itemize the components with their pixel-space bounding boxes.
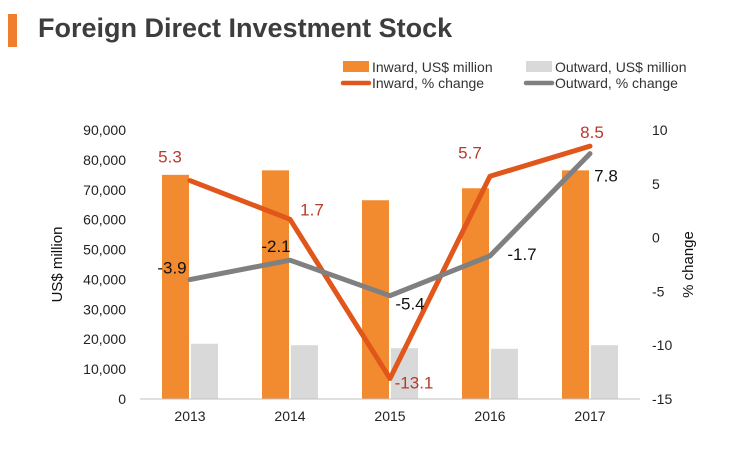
y2-tick-label: 5 (652, 176, 660, 192)
y-tick-label: 90,000 (83, 122, 126, 138)
line-outward-change (187, 151, 593, 299)
y-tick-label: 60,000 (83, 212, 126, 228)
y2-tick-label: -10 (652, 337, 672, 353)
y-axis-title: US$ million (49, 227, 66, 303)
data-label-outward-change-2013: -3.9 (157, 259, 186, 278)
legend-outward-line-text: Outward, % change (555, 75, 678, 91)
legend-outward-bar-text: Outward, US$ million (555, 59, 687, 75)
y-tick-label: 80,000 (83, 152, 126, 168)
y-tick-label: 40,000 (83, 271, 126, 287)
y2-tick-label: 0 (652, 230, 660, 246)
line-inward-change (187, 143, 593, 382)
data-label-outward-change-2016: -1.7 (507, 245, 536, 264)
bar-outward-2013 (191, 343, 218, 399)
y-tick-label: 30,000 (83, 301, 126, 317)
y2-tick-label: -5 (652, 283, 665, 299)
legend-inward-bar-text: Inward, US$ million (372, 59, 493, 75)
bar-inward-2014 (262, 170, 289, 399)
y2-tick-label: -15 (652, 391, 672, 407)
x-tick-label-2016: 2016 (474, 408, 505, 424)
data-label-inward-change-2016: 5.7 (458, 143, 482, 162)
title-accent-bar (8, 14, 17, 47)
y-tick-label: 20,000 (83, 331, 126, 347)
y-tick-label: 70,000 (83, 182, 126, 198)
x-tick-label-2015: 2015 (374, 408, 405, 424)
data-label-inward-change-2017: 8.5 (580, 123, 604, 142)
legend-outward-bar-swatch (526, 61, 552, 72)
bar-outward-2015 (391, 348, 418, 399)
y2-tick-label: 10 (652, 122, 668, 138)
x-tick-label-2013: 2013 (174, 408, 205, 424)
y-tick-label: 0 (118, 391, 126, 407)
x-tick-label-2014: 2014 (274, 408, 305, 424)
data-label-outward-change-2017: 7.8 (594, 167, 618, 186)
data-label-outward-change-2014: -2.1 (261, 237, 290, 256)
data-label-outward-change-2015: -5.4 (395, 295, 424, 314)
y-tick-label: 50,000 (83, 242, 126, 258)
x-tick-label-2017: 2017 (574, 408, 605, 424)
data-label-inward-change-2013: 5.3 (158, 148, 182, 167)
bar-outward-2016 (491, 348, 518, 399)
bar-inward-2013 (162, 174, 189, 399)
bar-outward-2014 (291, 345, 318, 399)
legend-inward-bar-swatch (343, 61, 369, 72)
data-label-inward-change-2014: 1.7 (300, 200, 324, 219)
legend-inward-line-text: Inward, % change (372, 75, 484, 91)
bar-outward-2017 (591, 345, 618, 399)
bar-inward-2017 (562, 170, 589, 399)
y-tick-label: 10,000 (83, 361, 126, 377)
y2-axis-title: % change (680, 231, 697, 298)
chart-title: Foreign Direct Investment Stock (38, 13, 453, 43)
data-label-inward-change-2015: -13.1 (395, 374, 434, 393)
